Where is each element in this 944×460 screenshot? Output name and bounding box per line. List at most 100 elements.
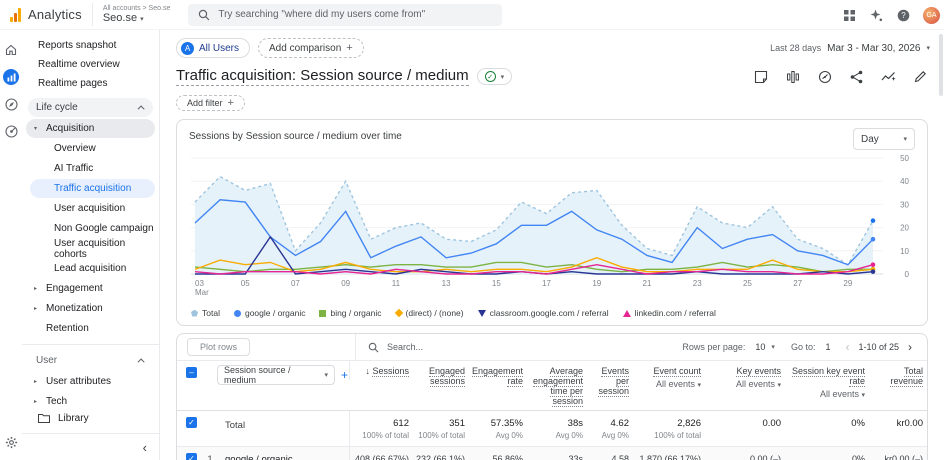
sidebar-group-acquisition[interactable]: ▾ Acquisition: [26, 119, 155, 138]
sidebar-group-tech[interactable]: ▸ Tech: [26, 392, 155, 411]
goto-value[interactable]: 1: [825, 342, 831, 352]
chart-legend: Total google / organic bing / organic (dire…: [191, 308, 915, 318]
column-filter[interactable]: All events ▾: [819, 389, 865, 399]
sidebar-group-engagement[interactable]: ▸ Engagement: [26, 279, 155, 298]
column-filter[interactable]: All events ▾: [655, 379, 701, 389]
home-icon[interactable]: [3, 42, 19, 58]
sidebar-item-lead-acquisition[interactable]: Lead acquisition: [54, 263, 127, 274]
sidebar-item-realtime-pages[interactable]: Realtime pages: [38, 78, 108, 89]
legend-item-classroom-google-com-referral[interactable]: classroom.google.com / referral: [477, 308, 609, 318]
library-label: Library: [58, 412, 89, 424]
total-sub: 100% of total: [654, 431, 701, 440]
svg-text:30: 30: [900, 200, 909, 209]
legend-item-total[interactable]: Total: [191, 308, 220, 318]
total-cell: 0%: [781, 411, 865, 435]
sparkline-icon[interactable]: [881, 69, 896, 84]
account-switcher[interactable]: All accounts > Seo.se Seo.se ▾: [91, 2, 181, 27]
nav-section-life-cycle[interactable]: Life cycle: [28, 98, 153, 117]
svg-text:19: 19: [592, 279, 601, 288]
sidebar-item-traffic-acquisition[interactable]: Traffic acquisition: [30, 179, 155, 198]
edit-icon[interactable]: [913, 69, 928, 84]
row-checkbox[interactable]: ✓: [186, 453, 197, 460]
legend-item-direct-none[interactable]: (direct) / (none): [394, 308, 464, 318]
add-dimension-button[interactable]: +: [341, 368, 349, 382]
plot-rows-button[interactable]: Plot rows: [187, 338, 251, 356]
sidebar-group-monetization[interactable]: ▸ Monetization: [26, 299, 155, 318]
plus-icon: +: [346, 42, 353, 54]
sidebar-item-non-google-campaign[interactable]: Non Google campaign: [54, 223, 154, 234]
audience-icon: A: [181, 41, 194, 55]
caret-icon: ▸: [34, 399, 38, 405]
all-users-chip[interactable]: A All Users: [176, 38, 251, 58]
row-dimension[interactable]: google / organic: [225, 454, 293, 460]
sidebar-item-ai-traffic[interactable]: AI Traffic: [54, 163, 94, 174]
prev-page-icon[interactable]: ‹: [845, 340, 850, 354]
total-row-checkbox[interactable]: ✓: [186, 417, 197, 428]
column-label: ↓ Sessions: [365, 366, 409, 377]
rows-per-page-value[interactable]: 10: [755, 342, 766, 352]
sidebar-item-realtime-overview[interactable]: Realtime overview: [38, 59, 120, 70]
reports-icon[interactable]: [3, 69, 19, 85]
select-all-checkbox[interactable]: –: [186, 367, 197, 378]
chevron-down-icon[interactable]: ▾: [771, 344, 775, 351]
legend-item-bing-organic[interactable]: bing / organic: [319, 308, 382, 318]
gemini-sparkle-icon[interactable]: [869, 8, 883, 22]
group-label: Monetization: [46, 303, 103, 314]
row-cell: 0%: [851, 454, 865, 460]
bar-chart-icon[interactable]: [785, 69, 800, 84]
svg-text:29: 29: [843, 279, 852, 288]
column-header-engaged-sessions[interactable]: Engaged sessions: [409, 361, 465, 390]
sidebar-group-retention[interactable]: Retention: [26, 319, 155, 338]
legend-item-google-organic[interactable]: google / organic: [233, 308, 305, 318]
collapse-nav-button[interactable]: ‹: [22, 434, 159, 460]
column-header-session-key-event-rate[interactable]: Session key event rate All events ▾: [781, 361, 865, 403]
explore-icon[interactable]: [3, 96, 19, 112]
total-cell: 57.35% Avg 0%: [465, 411, 523, 446]
insights-icon[interactable]: [817, 69, 832, 84]
table-search-input[interactable]: Search...: [356, 342, 682, 353]
column-label: Key events: [736, 366, 781, 377]
sidebar-item-overview[interactable]: Overview: [54, 143, 96, 154]
page-title[interactable]: Traffic acquisition: Session source / me…: [176, 67, 469, 86]
column-header-key-events[interactable]: Key events All events ▾: [701, 361, 781, 393]
nav-section-user[interactable]: User: [28, 351, 153, 370]
apps-grid-icon[interactable]: [842, 8, 856, 22]
row-cell: 232 (66.1%): [415, 454, 465, 460]
next-page-icon[interactable]: ›: [908, 340, 912, 354]
legend-item-linkedin-com-referral[interactable]: linkedin.com / referral: [622, 308, 716, 318]
avatar[interactable]: GA: [923, 6, 940, 24]
sidebar-item-user-acquisition-cohorts[interactable]: User acquisition cohorts: [54, 237, 126, 260]
search-icon: [199, 9, 210, 20]
admin-gear-icon[interactable]: [3, 434, 19, 450]
column-header-sessions[interactable]: ↓ Sessions: [349, 361, 409, 380]
advertising-icon[interactable]: [3, 123, 19, 139]
comment-icon[interactable]: [753, 69, 768, 84]
share-icon[interactable]: [849, 69, 864, 84]
sidebar-item-user-acquisition[interactable]: User acquisition: [54, 203, 126, 214]
add-filter-chip[interactable]: Add filter +: [176, 95, 245, 111]
total-value: 57.35%: [490, 418, 523, 429]
column-header-average-engagement-time-per-session[interactable]: Average engagement time per session: [523, 361, 583, 410]
svg-text:17: 17: [542, 279, 551, 288]
column-header-event-count[interactable]: Event count All events ▾: [629, 361, 701, 393]
sidebar-group-user-attributes[interactable]: ▸ User attributes: [26, 372, 155, 391]
date-range-picker[interactable]: Last 28 days Mar 3 - Mar 30, 2026 ▾: [770, 43, 936, 54]
dimension-select[interactable]: Session source / medium ▾: [217, 365, 335, 385]
divider: [22, 433, 159, 434]
chevron-up-icon: [137, 105, 145, 113]
analytics-logo[interactable]: Analytics: [0, 7, 92, 22]
analytics-logo-icon: [10, 7, 21, 22]
sidebar-item-library[interactable]: Library: [22, 407, 159, 429]
column-header-events-per-session[interactable]: Events per session: [583, 361, 629, 400]
report-status-badge[interactable]: ✓ ▾: [476, 68, 513, 85]
column-label: Event count: [653, 366, 701, 377]
column-header-total-revenue[interactable]: Total revenue: [865, 361, 923, 390]
sidebar-item-reports-snapshot[interactable]: Reports snapshot: [38, 40, 117, 51]
scrollbar[interactable]: [939, 34, 943, 96]
column-header-engagement-rate[interactable]: Engagement rate: [465, 361, 523, 390]
add-comparison-chip[interactable]: Add comparison +: [258, 38, 364, 58]
interval-select[interactable]: Day ▾: [853, 128, 915, 150]
search-input[interactable]: Try searching "where did my users come f…: [188, 3, 503, 26]
column-filter[interactable]: All events ▾: [735, 379, 781, 389]
help-icon[interactable]: ?: [896, 8, 910, 22]
